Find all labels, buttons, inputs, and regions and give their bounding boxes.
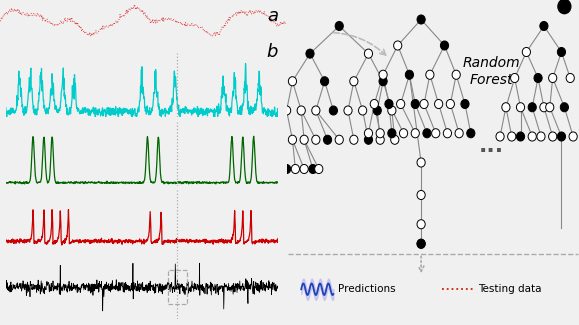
Circle shape — [444, 129, 452, 138]
Text: b: b — [267, 44, 278, 61]
Circle shape — [321, 77, 329, 86]
Circle shape — [452, 70, 460, 79]
Circle shape — [405, 70, 413, 79]
Text: a: a — [267, 7, 278, 25]
Circle shape — [545, 103, 554, 112]
Circle shape — [417, 220, 425, 229]
Circle shape — [324, 135, 332, 144]
Circle shape — [540, 103, 548, 112]
Circle shape — [417, 190, 425, 200]
Circle shape — [344, 106, 352, 115]
Circle shape — [528, 103, 536, 112]
Circle shape — [569, 132, 577, 141]
Circle shape — [314, 164, 323, 174]
Circle shape — [350, 135, 358, 144]
Circle shape — [411, 129, 419, 138]
Circle shape — [417, 239, 425, 248]
Circle shape — [329, 106, 338, 115]
Circle shape — [312, 135, 320, 144]
Text: ...: ... — [479, 136, 504, 156]
Circle shape — [558, 132, 566, 141]
Circle shape — [411, 99, 419, 109]
Circle shape — [379, 77, 387, 86]
Circle shape — [502, 103, 510, 112]
Circle shape — [534, 73, 542, 83]
Bar — [168, 270, 187, 305]
Circle shape — [455, 129, 463, 138]
Circle shape — [385, 99, 393, 109]
Circle shape — [350, 77, 358, 86]
Text: Random
Forest: Random Forest — [463, 57, 520, 86]
Circle shape — [426, 70, 434, 79]
Circle shape — [379, 70, 387, 79]
Circle shape — [309, 164, 317, 174]
Circle shape — [300, 164, 308, 174]
Circle shape — [335, 135, 343, 144]
Circle shape — [376, 135, 384, 144]
Circle shape — [548, 132, 557, 141]
Circle shape — [358, 106, 367, 115]
Circle shape — [370, 99, 379, 109]
Circle shape — [394, 41, 402, 50]
Circle shape — [496, 132, 504, 141]
Text: Predictions: Predictions — [338, 284, 395, 294]
Circle shape — [420, 99, 428, 109]
Circle shape — [540, 21, 548, 31]
Circle shape — [508, 132, 516, 141]
Circle shape — [446, 99, 455, 109]
Circle shape — [364, 135, 372, 144]
Circle shape — [566, 73, 574, 83]
Circle shape — [397, 99, 405, 109]
Circle shape — [297, 106, 305, 115]
Circle shape — [388, 129, 396, 138]
Circle shape — [511, 73, 519, 83]
Circle shape — [400, 129, 408, 138]
Circle shape — [461, 99, 469, 109]
Circle shape — [274, 164, 282, 174]
Circle shape — [441, 41, 449, 50]
Circle shape — [364, 129, 372, 138]
Circle shape — [306, 49, 314, 58]
Circle shape — [560, 103, 569, 112]
Circle shape — [283, 164, 291, 174]
Circle shape — [423, 129, 431, 138]
Circle shape — [417, 158, 425, 167]
Circle shape — [522, 47, 530, 57]
Text: Testing data: Testing data — [478, 284, 541, 294]
Circle shape — [558, 47, 566, 57]
Circle shape — [283, 106, 291, 115]
Circle shape — [548, 73, 557, 83]
Circle shape — [288, 135, 296, 144]
Circle shape — [388, 106, 396, 115]
Circle shape — [435, 99, 443, 109]
Circle shape — [417, 239, 425, 248]
Circle shape — [376, 129, 384, 138]
Circle shape — [516, 103, 525, 112]
Circle shape — [467, 129, 475, 138]
Circle shape — [537, 132, 545, 141]
Circle shape — [560, 2, 569, 11]
Circle shape — [291, 164, 299, 174]
Circle shape — [278, 135, 286, 144]
Circle shape — [364, 49, 372, 58]
Circle shape — [312, 106, 320, 115]
Circle shape — [335, 21, 343, 31]
Circle shape — [516, 132, 525, 141]
Circle shape — [373, 106, 382, 115]
Circle shape — [417, 15, 425, 24]
Circle shape — [288, 77, 296, 86]
Circle shape — [558, 0, 571, 14]
Circle shape — [391, 135, 399, 144]
Circle shape — [431, 129, 440, 138]
Circle shape — [528, 132, 536, 141]
Circle shape — [300, 135, 308, 144]
